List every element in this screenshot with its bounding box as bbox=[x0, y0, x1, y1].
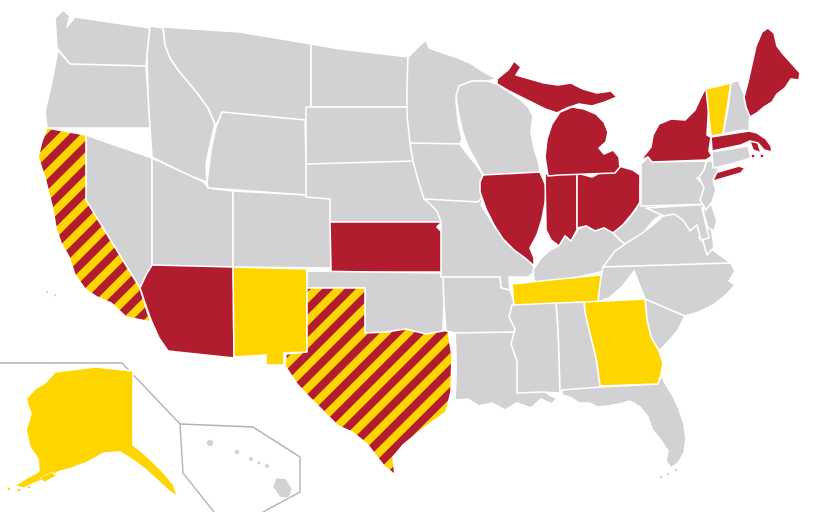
state-south-dakota bbox=[305, 106, 417, 165]
state-north-dakota bbox=[310, 43, 409, 108]
florida-keys bbox=[659, 475, 663, 479]
state-hawaii-kauai bbox=[206, 439, 214, 447]
state-hawaii-big-island bbox=[272, 477, 293, 499]
state-new-mexico bbox=[232, 266, 308, 366]
channel-islands bbox=[45, 290, 49, 294]
state-new-york bbox=[639, 85, 713, 163]
state-maine bbox=[743, 27, 801, 118]
state-indiana bbox=[544, 172, 578, 247]
state-arizona bbox=[139, 264, 235, 359]
state-michigan-upper-peninsula bbox=[496, 60, 618, 114]
state-hawaii-oahu bbox=[234, 449, 240, 455]
massachusetts-islands bbox=[751, 154, 755, 158]
channel-islands bbox=[53, 293, 57, 297]
state-alaska bbox=[13, 366, 179, 498]
state-mississippi bbox=[508, 302, 561, 394]
state-hawaii-molokai bbox=[248, 456, 254, 462]
state-michigan-lower-peninsula bbox=[544, 106, 621, 177]
state-florida bbox=[561, 374, 687, 469]
state-new-jersey bbox=[698, 159, 719, 211]
state-hawaii-lanai bbox=[256, 460, 262, 466]
aleutian-islands bbox=[27, 485, 31, 489]
state-washington bbox=[54, 9, 151, 67]
state-new-hampshire bbox=[722, 79, 751, 135]
state-missouri bbox=[423, 194, 537, 291]
aleutian-islands bbox=[39, 471, 57, 483]
state-massachusetts bbox=[710, 130, 773, 153]
state-texas bbox=[284, 287, 453, 476]
hawaii-inset-border bbox=[179, 423, 301, 512]
aleutian-islands bbox=[7, 487, 11, 491]
state-colorado bbox=[232, 190, 333, 269]
state-connecticut bbox=[711, 145, 752, 169]
florida-keys bbox=[666, 472, 670, 476]
state-hawaii-maui bbox=[264, 463, 270, 469]
florida-keys bbox=[674, 468, 678, 472]
massachusetts-islands bbox=[760, 154, 764, 158]
aleutian-islands bbox=[17, 488, 21, 492]
state-wyoming bbox=[206, 111, 308, 196]
state-kansas bbox=[329, 221, 445, 273]
